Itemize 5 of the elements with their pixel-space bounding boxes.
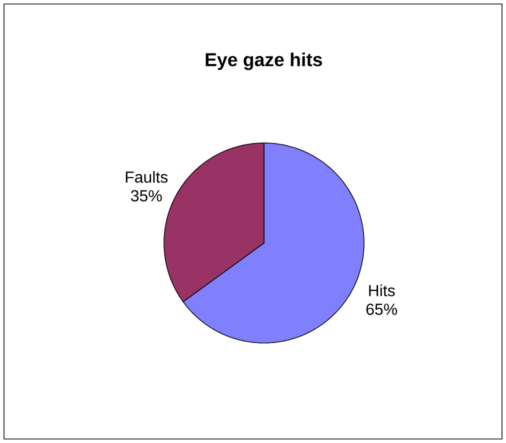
slice-label: Faults	[126, 171, 168, 183]
slice-label: Hits	[369, 284, 395, 296]
data-label: 35%	[130, 190, 162, 202]
data-label: 65%	[366, 304, 398, 315]
chart-title: Eye gaze hits	[206, 52, 322, 70]
